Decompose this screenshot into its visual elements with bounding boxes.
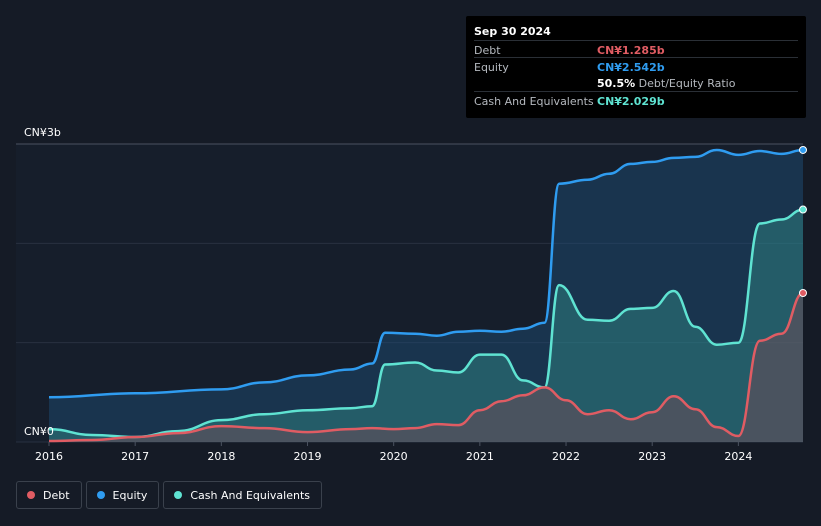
tooltip-ratio-label: Debt/Equity Ratio (638, 77, 736, 90)
legend-label-debt: Debt (43, 488, 70, 502)
tooltip-ratio: 50.5% Debt/Equity Ratio (597, 77, 735, 90)
tooltip-cash-label: Cash And Equivalents (474, 95, 594, 108)
x-tick-label: 2018 (207, 450, 235, 463)
line-equity (48, 148, 804, 399)
series-lines (48, 148, 804, 443)
x-tick-label: 2020 (380, 450, 408, 463)
tooltip-row-equity: Equity CN¥2.542b (474, 57, 798, 75)
tooltip-debt-value: CN¥1.285b (597, 44, 665, 57)
y-tick-label: CN¥3b (24, 126, 61, 139)
x-tick-label: 2016 (35, 450, 63, 463)
series-end-dots (799, 145, 807, 297)
x-tick-label: 2023 (638, 450, 666, 463)
x-axis-labels: 2016 2017 2018 2019 2020 2021 2022 2023 2024 (35, 442, 752, 463)
tooltip-cash-value: CN¥2.029b (597, 95, 665, 108)
x-tick-label: 2022 (552, 450, 580, 463)
legend-item-cash[interactable]: Cash And Equivalents (163, 481, 322, 509)
x-tick-label: 2024 (724, 450, 752, 463)
x-tick-label: 2019 (294, 450, 322, 463)
area-cash-and-equivalents (49, 209, 803, 442)
y-axis-labels: CN¥0 CN¥3b (24, 126, 61, 438)
y-tick-label: CN¥0 (24, 425, 54, 438)
tooltip-row-ratio: 50.5% Debt/Equity Ratio (474, 74, 798, 91)
x-tick-label: 2021 (466, 450, 494, 463)
tooltip-ratio-value: 50.5% (597, 77, 636, 90)
tooltip-equity-label: Equity (474, 61, 509, 74)
line-cash-and-equivalents (48, 208, 804, 439)
tooltip-equity-value: CN¥2.542b (597, 61, 665, 74)
x-tick-label: 2017 (121, 450, 149, 463)
legend-dot-equity (96, 491, 105, 499)
chart-legend: Debt Equity Cash And Equivalents (16, 481, 322, 511)
tooltip-date: Sep 30 2024 (474, 25, 551, 38)
line-debt (48, 291, 804, 443)
legend-label-cash: Cash And Equivalents (190, 488, 310, 502)
gridlines (16, 143, 803, 443)
end-dot-cash-and-equivalents (799, 205, 807, 214)
series-areas (49, 150, 803, 442)
tooltip-row-cash: Cash And Equivalents CN¥2.029b (474, 91, 798, 109)
legend-item-debt[interactable]: Debt (16, 481, 82, 509)
end-dot-equity (799, 145, 807, 154)
legend-dot-cash (174, 491, 183, 499)
tooltip-row-debt: Debt CN¥1.285b (474, 40, 798, 58)
end-dot-debt (799, 289, 807, 297)
tooltip-debt-label: Debt (474, 44, 501, 57)
area-equity (49, 150, 803, 442)
tooltip-panel: Sep 30 2024 Debt CN¥1.285b Equity CN¥2.5… (466, 16, 806, 118)
legend-label-equity: Equity (112, 488, 148, 502)
legend-item-equity[interactable]: Equity (85, 481, 160, 509)
legend-dot-debt (27, 491, 35, 499)
